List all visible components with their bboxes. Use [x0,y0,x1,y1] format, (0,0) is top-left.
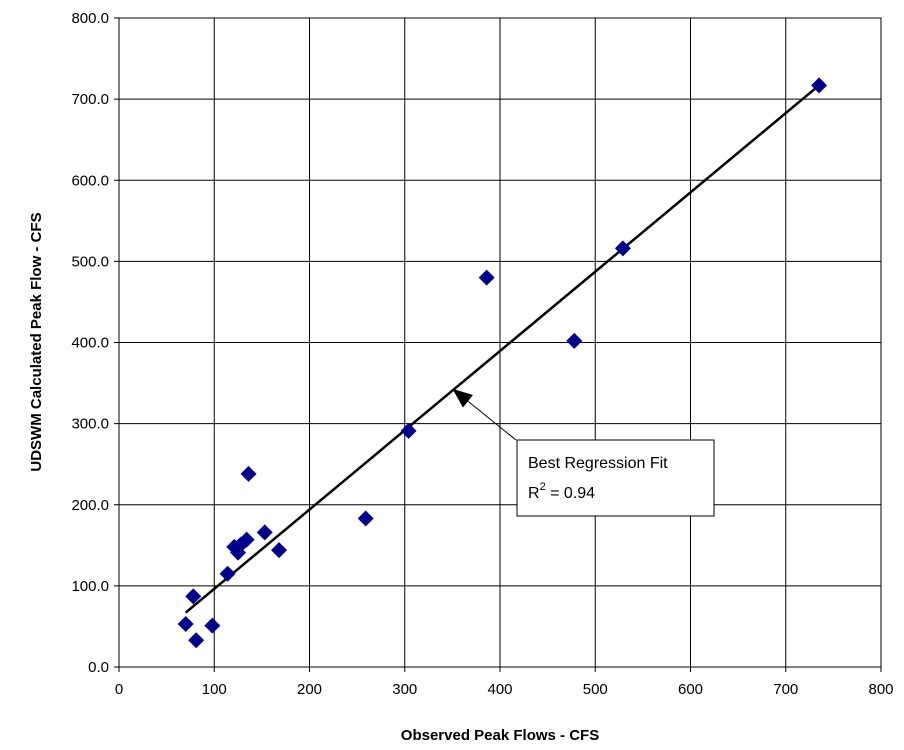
y-tick-label: 800.0 [71,10,109,27]
x-axis-label: Observed Peak Flows - CFS [401,727,599,744]
data-point [811,77,828,94]
grid-lines [114,17,882,672]
data-point [256,524,273,541]
annotation-arrowhead [452,388,473,408]
y-axis-label: UDSWM Calculated Peak Flow - CFS [28,212,45,471]
y-tick-label: 700.0 [71,91,109,108]
annotation-line1: Best Regression Fit [528,455,668,472]
regression-line [184,84,820,614]
data-point [177,616,194,633]
y-tick-label: 200.0 [71,497,109,514]
y-tick-label: 600.0 [71,172,109,189]
data-point [614,240,631,257]
x-tick-label: 200 [297,681,322,698]
annotation-box [516,439,715,517]
data-point [238,531,255,548]
data-point [204,617,221,634]
data-points [177,77,828,649]
x-tick-label: 800 [868,681,893,698]
x-tick-label: 700 [773,681,798,698]
annotation-sup: 2 [540,481,546,493]
y-tick-label: 100.0 [71,578,109,595]
annotation-value: = 0.94 [546,485,595,502]
x-tick-label: 500 [583,681,608,698]
data-point [188,632,205,649]
data-point [400,422,417,439]
data-point [219,565,236,582]
annotation-arrow [467,400,517,441]
y-tick-label: 500.0 [71,253,109,270]
data-point [271,542,288,559]
annotation-line2: R2 = 0.94 [528,481,595,502]
x-tick-label: 300 [392,681,417,698]
x-tick-labels: 0 100 200 300 400 500 600 700 800 [115,681,894,698]
data-point [357,510,374,527]
y-tick-labels: 0.0 100.0 200.0 300.0 400.0 500.0 600.0 700.0 80… [71,10,109,676]
y-tick-label: 300.0 [71,416,109,433]
data-point [566,332,583,349]
annotation: Best Regression Fit R2 = 0.94 [452,388,715,517]
x-tick-label: 0 [115,681,123,698]
x-tick-label: 600 [678,681,703,698]
x-tick-label: 400 [487,681,512,698]
data-point [478,269,495,286]
x-tick-label: 100 [202,681,227,698]
data-point [185,588,202,605]
y-tick-label: 400.0 [71,335,109,352]
y-tick-label: 0.0 [88,659,109,676]
annotation-r: R [528,485,540,502]
data-point [240,465,257,482]
